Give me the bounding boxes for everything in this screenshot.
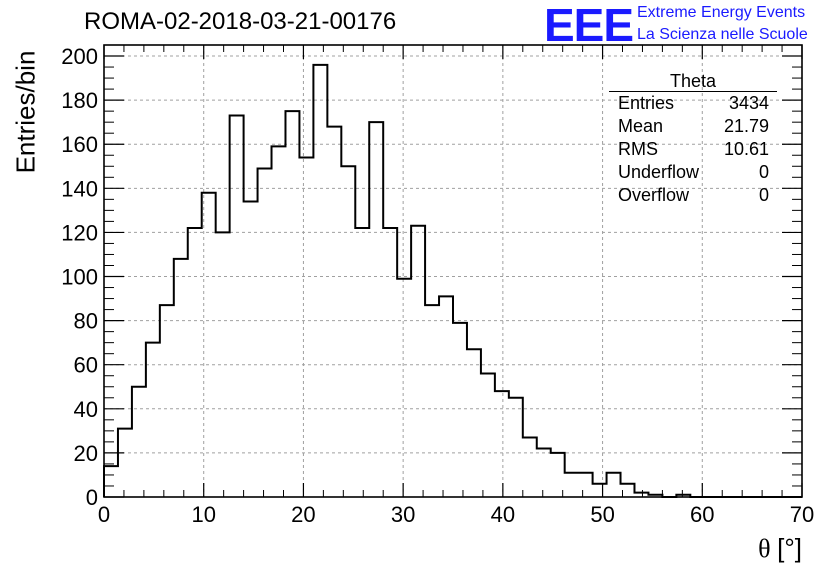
stats-title: Theta (609, 71, 777, 92)
histogram-bin (369, 122, 383, 497)
x-axis-unit: [°] (777, 533, 802, 563)
histogram-bin (313, 65, 327, 497)
histogram-series (103, 63, 802, 498)
histogram-bin (230, 116, 244, 497)
histogram-bin (509, 398, 523, 497)
histogram-bin (285, 111, 299, 497)
x-tick-label: 20 (291, 502, 315, 527)
histogram-bin (132, 387, 146, 497)
histogram-bin (593, 484, 607, 497)
histogram-bin (439, 296, 453, 497)
stats-label: Overflow (618, 185, 690, 205)
x-axis-symbol: θ (758, 534, 771, 563)
histogram-bin (355, 228, 369, 497)
x-tick-label: 50 (590, 502, 614, 527)
histogram-bin (607, 473, 621, 497)
histogram-bin (272, 146, 286, 497)
histogram-bin (579, 473, 593, 497)
histogram-bin (188, 228, 202, 497)
y-tick-label: 160 (61, 132, 98, 157)
histogram-bin (411, 226, 425, 497)
x-tick-label: 70 (790, 502, 814, 527)
histogram-bin (495, 391, 509, 497)
y-tick-label: 180 (61, 88, 98, 113)
histogram-bin (537, 448, 551, 497)
histogram-bin (216, 232, 230, 497)
stats-value: 10.61 (723, 139, 769, 159)
histogram-bin (118, 429, 132, 497)
y-tick-label: 200 (61, 44, 98, 69)
y-axis-label: Entries/bin (10, 50, 41, 174)
histogram-bin (425, 305, 439, 497)
histogram-bin (565, 473, 579, 497)
histogram-bin (174, 259, 188, 497)
stats-label: RMS (618, 139, 658, 159)
histogram-outline (103, 63, 802, 498)
histogram-bin (104, 466, 118, 497)
stats-row-underflow: Underflow 0 (609, 161, 777, 184)
stats-value: 3434 (728, 93, 769, 113)
stats-value: 21.79 (723, 116, 769, 136)
histogram-bin (146, 343, 160, 497)
y-tick-label: 140 (61, 176, 98, 201)
histogram-bin (481, 374, 495, 497)
eee-logo: EEE (544, 0, 634, 51)
histogram-bin (327, 127, 341, 497)
y-tick-label: 120 (61, 220, 98, 245)
plot-frame (103, 44, 803, 498)
histogram-bin (397, 279, 411, 497)
run-title: ROMA-02-2018-03-21-00176 (84, 8, 397, 35)
y-tick-label: 20 (74, 441, 98, 466)
stats-label: Entries (618, 93, 675, 113)
x-tick-label: 60 (690, 502, 714, 527)
stats-row-entries: Entries 3434 (609, 92, 777, 115)
y-tick-label: 60 (74, 353, 98, 378)
axis-ticks (103, 44, 803, 498)
y-tick-label: 100 (61, 265, 98, 290)
y-tick-label: 80 (74, 309, 98, 334)
histogram-bin (383, 228, 397, 497)
histogram-bin (160, 305, 174, 497)
stats-row-mean: Mean 21.79 (609, 115, 777, 138)
stats-row-rms: RMS 10.61 (609, 138, 777, 161)
histogram-bin (467, 349, 481, 497)
stats-value: 0 (758, 162, 769, 182)
brand-line-1: Extreme Energy Events (637, 4, 806, 21)
x-tick-label: 40 (491, 502, 515, 527)
y-tick-label: 0 (86, 485, 98, 510)
stats-label: Mean (618, 116, 664, 136)
brand-line-2: La Scienza nelle Scuole (637, 26, 808, 43)
x-tick-label: 30 (391, 502, 415, 527)
stats-box: Theta Entries 3434 Mean 21.79 RMS 10.61 Und… (609, 71, 777, 207)
histogram-bin (299, 157, 313, 497)
stats-label: Underflow (618, 162, 700, 182)
x-axis-label: θ [°] (758, 533, 802, 564)
y-tick-label: 40 (74, 397, 98, 422)
axis-tick-labels: 0 10 20 30 40 50 60 70 0 20 40 60 80 100 120 140 160 180 2… (61, 44, 814, 527)
x-tick-label: 10 (191, 502, 215, 527)
x-tick-label: 0 (98, 502, 110, 527)
histogram-bin (258, 168, 272, 497)
histogram-bin (341, 166, 355, 497)
histogram-bin (523, 437, 537, 497)
stats-row-overflow: Overflow 0 (609, 184, 777, 207)
stats-value: 0 (758, 185, 769, 205)
histogram-bin (453, 323, 467, 497)
